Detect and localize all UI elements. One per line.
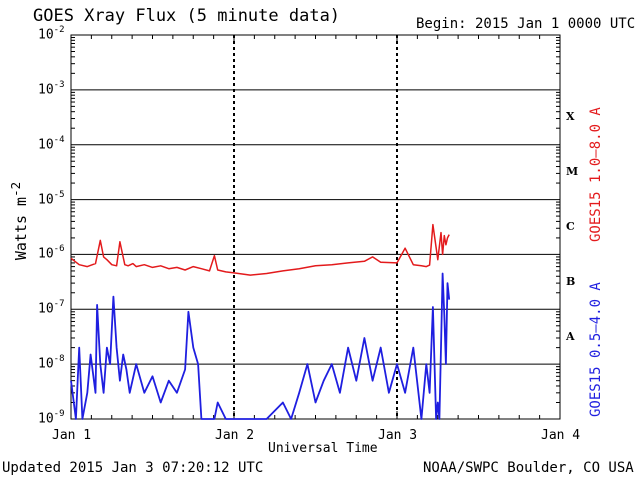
y-tick-label: 10-7 [38,299,65,317]
y-tick-label: 10-6 [38,244,65,262]
begin-time: Begin: 2015 Jan 1 0000 UTC [416,16,636,32]
flare-class-label: X [566,110,575,124]
y-tick-label: 10-5 [38,189,65,207]
series-label-short-channel: GOES15 0.5–4.0 A [588,282,604,417]
y-tick-label: 10-8 [38,354,65,372]
series-label-long-channel: GOES15 1.0–8.0 A [588,107,604,242]
y-axis-label: Watts m-2 [8,181,31,261]
updated-timestamp: Updated 2015 Jan 3 07:20:12 UTC [2,460,264,476]
series-line-long-channel [70,223,450,276]
flare-class-label: C [566,220,575,233]
series-line-short-channel [70,272,451,420]
flare-class-label: A [566,329,575,343]
x-tick-label: Jan 3 [378,428,418,443]
x-tick-label: Jan 1 [52,428,92,443]
x-tick-label: Jan 2 [215,428,255,443]
flare-class-label: B [566,274,576,288]
y-tick-label: 10-9 [38,409,65,427]
x-tick-label: Jan 4 [541,428,581,443]
flare-class-label: M [566,165,579,179]
credit-text: NOAA/SWPC Boulder, CO USA [423,460,634,476]
y-tick-label: 10-3 [38,79,65,98]
plot-frame [70,34,561,420]
y-tick-label: 10-2 [38,25,65,43]
chart-title: GOES Xray Flux (5 minute data) [33,6,341,26]
x-axis-label: Universal Time [268,441,378,456]
y-tick-label: 10-4 [38,134,65,153]
